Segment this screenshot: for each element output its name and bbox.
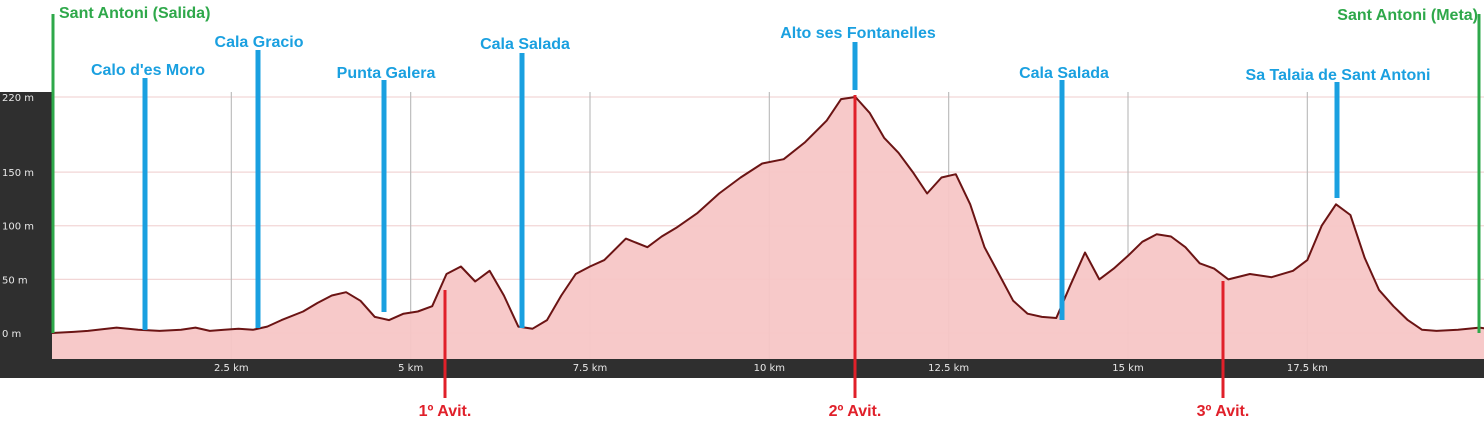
waypoint-label: Cala Salada — [480, 36, 570, 53]
elevation-profile — [51, 96, 1484, 359]
refreshment-label: 3º Avit. — [1197, 403, 1250, 420]
y-tick-label: 220 m — [2, 93, 34, 104]
profile-area — [52, 97, 1484, 359]
waypoint-label: Sa Talaia de Sant Antoni — [1246, 67, 1431, 84]
y-tick-label: 50 m — [2, 275, 28, 286]
waypoint-label: Sant Antoni (Salida) — [59, 5, 210, 22]
y-axis-band — [0, 92, 52, 378]
waypoint-labels: Sant Antoni (Salida) Calo d'es Moro Cala G… — [59, 5, 1478, 420]
waypoint-label: Cala Salada — [1019, 65, 1109, 82]
refreshment-label: 2º Avit. — [829, 403, 882, 420]
refreshment-label: 1º Avit. — [419, 403, 472, 420]
y-axis-ticks: 0 m 50 m 100 m 150 m 220 m — [2, 93, 34, 340]
waypoint-markers — [51, 14, 1481, 398]
x-axis-band — [0, 359, 1484, 378]
axis-background — [0, 92, 1484, 378]
x-tick-label: 2.5 km — [214, 363, 249, 374]
y-tick-label: 0 m — [2, 329, 21, 340]
waypoint-label: Calo d'es Moro — [91, 62, 205, 79]
x-tick-label: 10 km — [754, 363, 785, 374]
x-tick-label: 12.5 km — [928, 363, 969, 374]
profile-line — [51, 96, 1484, 334]
waypoint-label: Sant Antoni (Meta) — [1337, 7, 1478, 24]
waypoint-label: Alto ses Fontanelles — [780, 25, 936, 42]
x-tick-label: 15 km — [1112, 363, 1143, 374]
y-tick-label: 150 m — [2, 168, 34, 179]
x-axis-ticks: 2.5 km 5 km 7.5 km 10 km 12.5 km 15 km 17.5 km — [214, 363, 1328, 374]
waypoint-label: Cala Gracio — [215, 34, 304, 51]
waypoint-label: Punta Galera — [337, 65, 436, 82]
x-tick-label: 17.5 km — [1287, 363, 1328, 374]
x-tick-label: 5 km — [398, 363, 423, 374]
x-tick-label: 7.5 km — [573, 363, 608, 374]
y-tick-label: 100 m — [2, 222, 34, 233]
